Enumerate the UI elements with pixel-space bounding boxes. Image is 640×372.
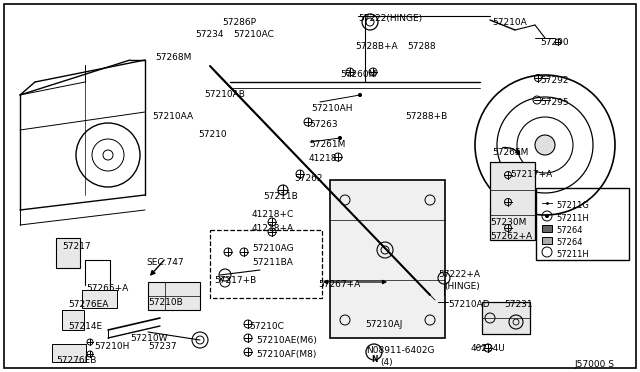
Text: 57262+A: 57262+A [490, 232, 532, 241]
Text: 57210B: 57210B [148, 298, 183, 307]
Text: 57210: 57210 [198, 130, 227, 139]
Text: 57290: 57290 [540, 38, 568, 47]
Text: 57276EA: 57276EA [68, 300, 108, 309]
Text: 57210W: 57210W [130, 334, 168, 343]
Text: 57210C: 57210C [249, 322, 284, 331]
Text: 57234: 57234 [195, 30, 223, 39]
Circle shape [545, 215, 548, 218]
Text: 57210AG: 57210AG [252, 244, 294, 253]
Text: 57262: 57262 [294, 174, 323, 183]
Bar [52, 344, 86, 362]
Bar [330, 180, 445, 338]
Text: 41218+C: 41218+C [252, 210, 294, 219]
Text: 57211H: 57211H [556, 214, 589, 223]
Text: 57265M: 57265M [492, 148, 529, 157]
Text: 57263: 57263 [309, 120, 338, 129]
Text: 57265+A: 57265+A [86, 284, 128, 293]
Text: 41218: 41218 [309, 154, 337, 163]
Bar [210, 230, 322, 298]
Text: 57210AA: 57210AA [152, 112, 193, 121]
Bar [536, 188, 629, 260]
Circle shape [535, 135, 555, 155]
Text: 57231: 57231 [504, 300, 532, 309]
Text: N08911-6402G: N08911-6402G [366, 346, 435, 355]
Text: 57210AD: 57210AD [448, 300, 490, 309]
Text: J57000 S: J57000 S [574, 360, 614, 369]
Text: (HINGE): (HINGE) [444, 282, 480, 291]
Bar [148, 282, 200, 310]
Text: 57214E: 57214E [68, 322, 102, 331]
Bar [56, 238, 80, 268]
Bar [482, 302, 530, 334]
Bar [82, 290, 117, 308]
Bar [542, 237, 552, 244]
Text: 57210AB: 57210AB [204, 90, 245, 99]
Text: 57286P: 57286P [222, 18, 256, 27]
Text: 57210AJ: 57210AJ [365, 320, 403, 329]
Text: 40224U: 40224U [471, 344, 506, 353]
Text: 57292: 57292 [540, 76, 568, 85]
Text: 57210H: 57210H [94, 342, 129, 351]
Text: 57260M: 57260M [340, 70, 376, 79]
Text: 57217: 57217 [62, 242, 91, 251]
Text: 57261M: 57261M [309, 140, 346, 149]
Text: 57210AH: 57210AH [311, 104, 353, 113]
Text: 57210AE(M6): 57210AE(M6) [256, 336, 317, 345]
Text: 57268M: 57268M [155, 53, 191, 62]
Text: N: N [371, 355, 378, 363]
Text: 57276EB: 57276EB [56, 356, 97, 365]
Text: 57210AF(M8): 57210AF(M8) [256, 350, 316, 359]
Text: 57288: 57288 [407, 42, 436, 51]
Text: 57267+A: 57267+A [318, 280, 360, 289]
Text: 57222+A: 57222+A [438, 270, 480, 279]
Bar [62, 310, 84, 330]
Text: 57230M: 57230M [490, 218, 526, 227]
Bar [490, 162, 535, 240]
Text: SEC.747: SEC.747 [146, 258, 184, 267]
Circle shape [358, 93, 362, 96]
Text: 57211BA: 57211BA [252, 258, 293, 267]
Text: 41218+A: 41218+A [252, 224, 294, 233]
Text: 57264: 57264 [556, 226, 582, 235]
Text: 57211H: 57211H [556, 250, 589, 259]
Text: 57210AC: 57210AC [233, 30, 274, 39]
Text: 57288+B: 57288+B [405, 112, 447, 121]
Text: 57217+B: 57217+B [214, 276, 256, 285]
Text: 57222(HINGE): 57222(HINGE) [358, 14, 422, 23]
Text: 5728B+A: 5728B+A [355, 42, 397, 51]
Text: 57264: 57264 [556, 238, 582, 247]
Circle shape [339, 137, 342, 140]
Text: 57210A: 57210A [492, 18, 527, 27]
Text: 57211B: 57211B [263, 192, 298, 201]
Text: 57295: 57295 [540, 98, 568, 107]
Text: 57211G: 57211G [556, 201, 589, 210]
Bar [542, 225, 552, 232]
Bar [544, 250, 550, 254]
Text: 57217+A: 57217+A [510, 170, 552, 179]
Text: (4): (4) [380, 358, 392, 367]
Text: 57237: 57237 [148, 342, 177, 351]
